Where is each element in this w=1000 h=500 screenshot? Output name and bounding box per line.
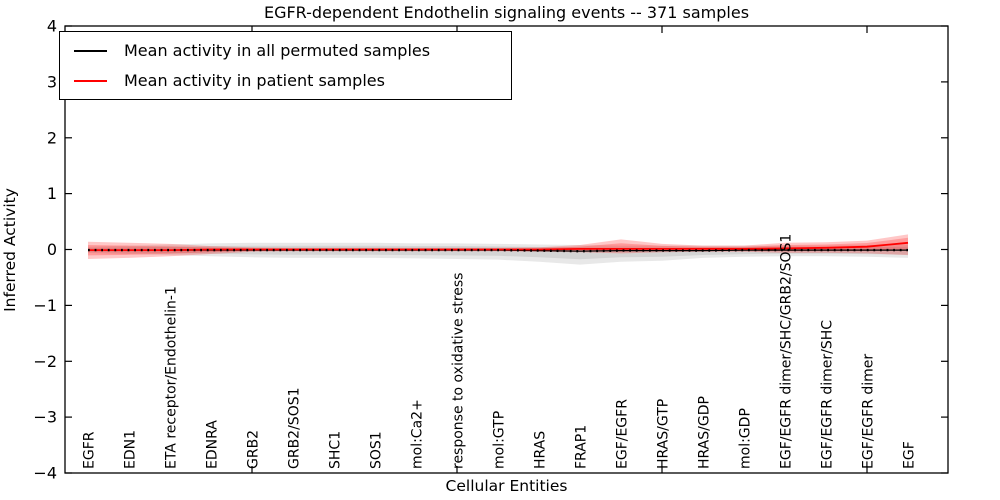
y-tick-label: 2 bbox=[47, 128, 57, 147]
band-outer-patient bbox=[88, 234, 908, 259]
chart-title: EGFR-dependent Endothelin signaling even… bbox=[263, 3, 750, 22]
category-label-shc1: SHC1 bbox=[328, 431, 344, 469]
legend-line-sample-red bbox=[74, 79, 107, 82]
category-label-egf: EGF bbox=[902, 441, 918, 469]
category-label-mol-ca2-: mol:Ca2+ bbox=[410, 399, 426, 469]
category-label-mol-gdp: mol:GDP bbox=[738, 408, 754, 469]
legend-label: Mean activity in all permuted samples bbox=[124, 41, 431, 60]
y-tick-label: −3 bbox=[33, 408, 57, 427]
y-tick-label: −1 bbox=[33, 296, 57, 315]
category-label-egf-egfr-dimer-shc-grb2-sos1: EGF/EGFR dimer/SHC/GRB2/SOS1 bbox=[779, 234, 795, 469]
category-label-hras-gdp: HRAS/GDP bbox=[697, 396, 713, 469]
legend-label: Mean activity in patient samples bbox=[124, 71, 385, 90]
y-tick-label: 1 bbox=[47, 184, 57, 203]
category-label-egf-egfr: EGF/EGFR bbox=[615, 399, 631, 469]
category-label-egfr: EGFR bbox=[82, 431, 98, 469]
y-tick-label: −2 bbox=[33, 352, 57, 371]
category-label-eta-receptor-endothelin-1: ETA receptor/Endothelin-1 bbox=[164, 286, 180, 469]
category-label-grb2: GRB2 bbox=[246, 430, 262, 469]
category-label-edn1: EDN1 bbox=[123, 430, 139, 469]
category-label-response-to-oxidative-stress: response to oxidative stress bbox=[451, 273, 467, 469]
y-tick-label: −4 bbox=[33, 464, 57, 483]
category-label-frap1: FRAP1 bbox=[574, 425, 590, 469]
category-label-hras-gtp: HRAS/GTP bbox=[656, 399, 672, 469]
y-tick-label: 3 bbox=[47, 72, 57, 91]
legend-entry-permuted: Mean activity in all permuted samples bbox=[60, 38, 511, 64]
category-label-mol-gtp: mol:GTP bbox=[492, 411, 508, 469]
category-label-egf-egfr-dimer: EGF/EGFR dimer bbox=[861, 354, 877, 469]
legend-entry-patient: Mean activity in patient samples bbox=[60, 68, 511, 94]
y-tick-label: 4 bbox=[47, 17, 57, 36]
y-tick-label: 0 bbox=[47, 240, 57, 259]
legend-box: Mean activity in all permuted samples Me… bbox=[59, 31, 512, 100]
line-permuted-mean-dotted-overlay bbox=[88, 248, 908, 253]
x-axis-label: Cellular Entities bbox=[445, 477, 568, 495]
category-label-ednra: EDNRA bbox=[205, 420, 221, 469]
legend-line-sample-black bbox=[74, 49, 107, 52]
category-label-hras: HRAS bbox=[533, 431, 549, 469]
category-label-grb2-sos1: GRB2/SOS1 bbox=[287, 387, 303, 469]
y-axis-label: Inferred Activity bbox=[1, 188, 19, 312]
category-label-egf-egfr-dimer-shc: EGF/EGFR dimer/SHC bbox=[820, 320, 836, 469]
category-label-sos1: SOS1 bbox=[369, 431, 385, 469]
band-inner-patient bbox=[88, 237, 908, 256]
